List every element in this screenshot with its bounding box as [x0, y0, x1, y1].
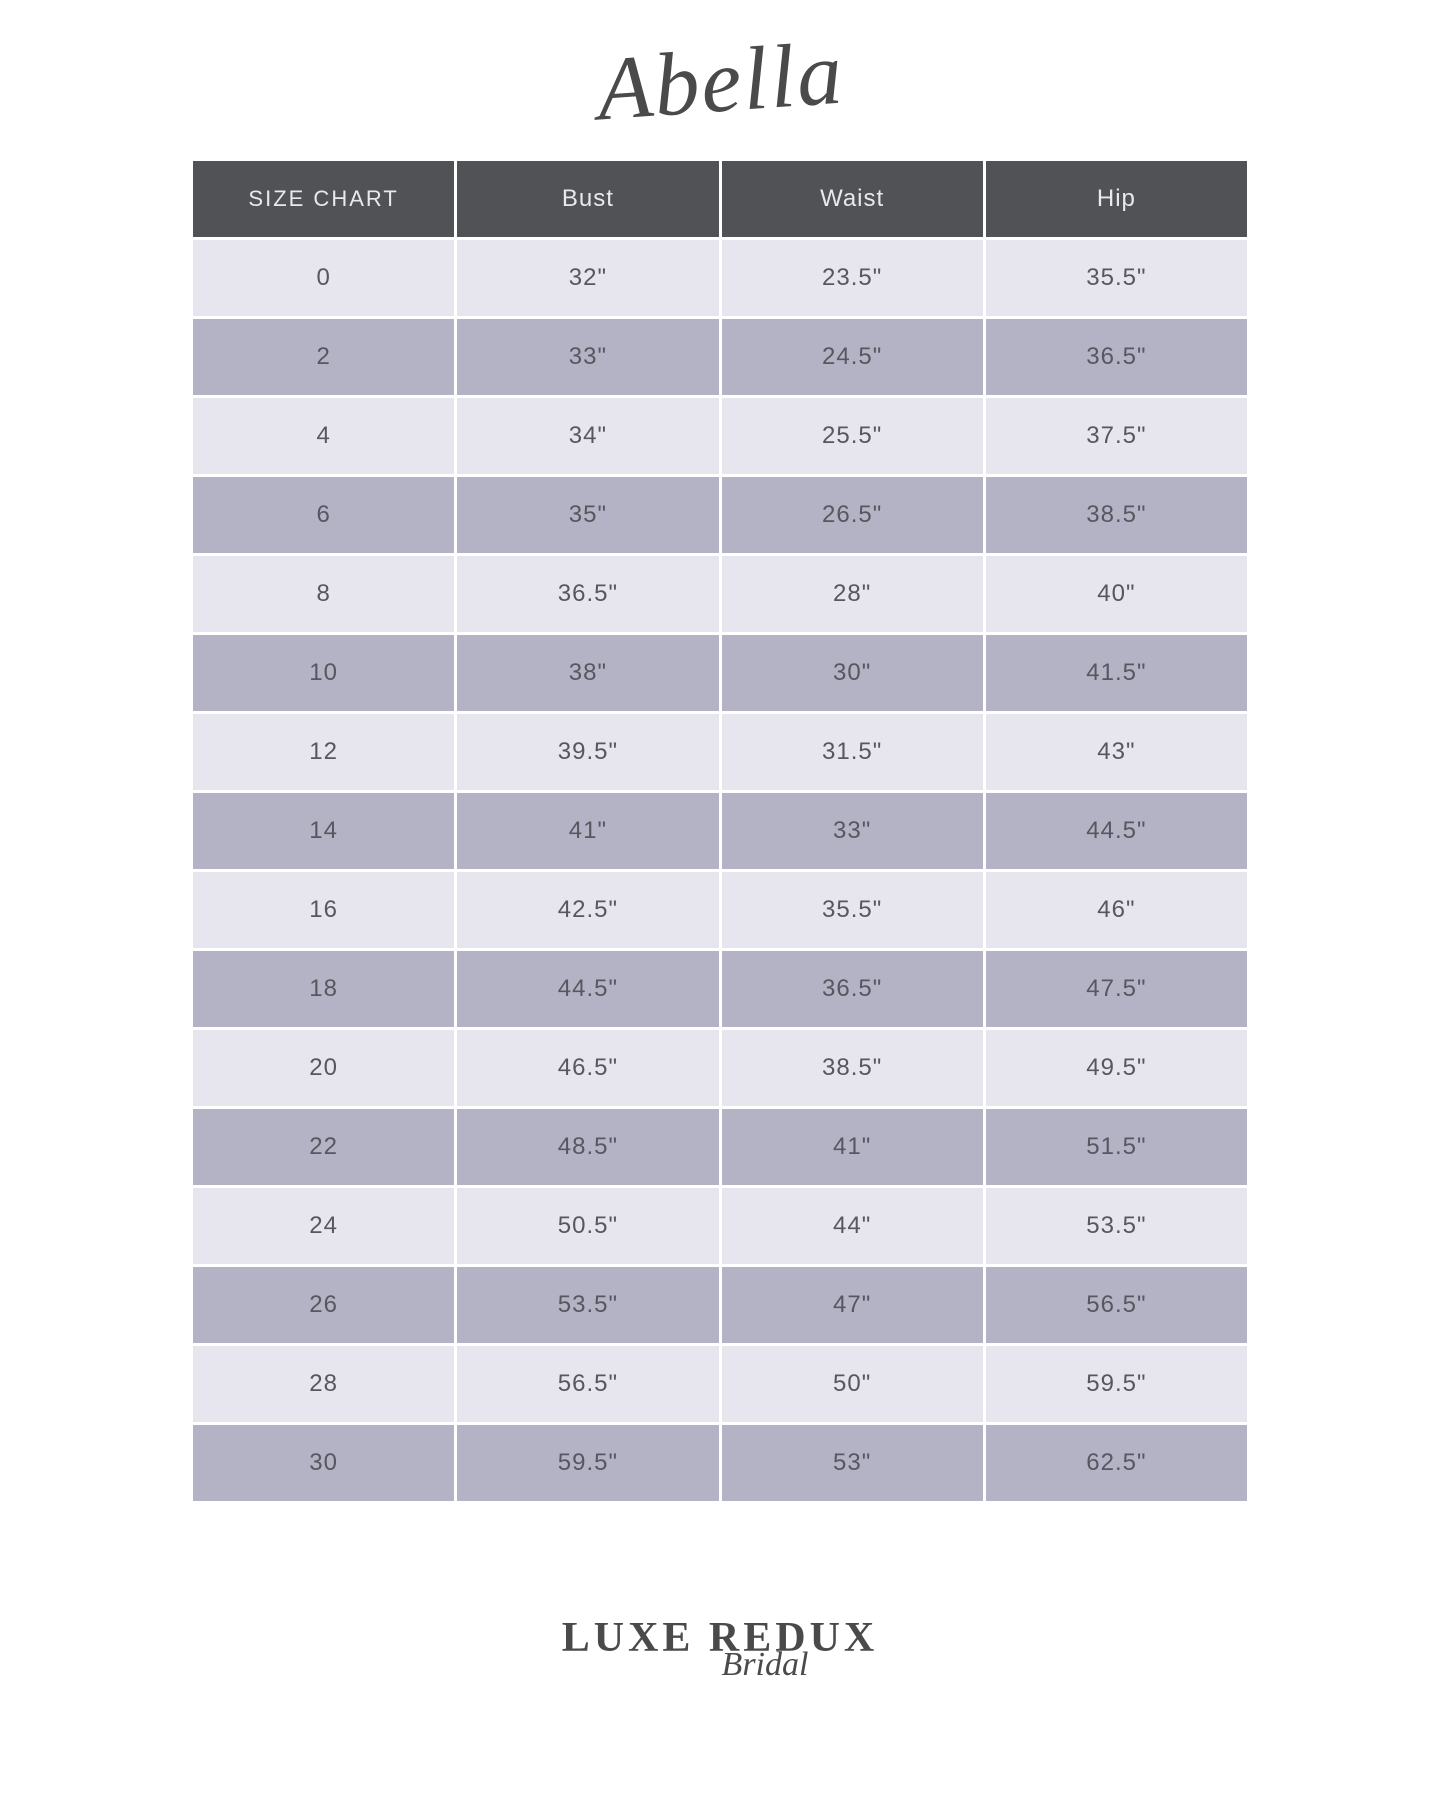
table-cell: 20 [193, 1030, 454, 1106]
table-cell: 34" [457, 398, 718, 474]
table-cell: 24.5" [722, 319, 983, 395]
table-cell: 44.5" [457, 951, 718, 1027]
table-cell: 46" [986, 872, 1247, 948]
table-row: 1038"30"41.5" [193, 635, 1247, 711]
table-cell: 33" [457, 319, 718, 395]
table-cell: 25.5" [722, 398, 983, 474]
table-cell: 41" [457, 793, 718, 869]
table-row: 1239.5"31.5"43" [193, 714, 1247, 790]
table-cell: 33" [722, 793, 983, 869]
table-cell: 35" [457, 477, 718, 553]
table-cell: 47" [722, 1267, 983, 1343]
table-cell: 36.5" [986, 319, 1247, 395]
table-cell: 30" [722, 635, 983, 711]
table-cell: 42.5" [457, 872, 718, 948]
table-cell: 23.5" [722, 240, 983, 316]
table-row: 1441"33"44.5" [193, 793, 1247, 869]
col-header-bust: Bust [457, 161, 718, 237]
table-cell: 36.5" [722, 951, 983, 1027]
table-cell: 24 [193, 1188, 454, 1264]
table-cell: 53" [722, 1425, 983, 1501]
table-cell: 22 [193, 1109, 454, 1185]
table-cell: 49.5" [986, 1030, 1247, 1106]
table-row: 1844.5"36.5"47.5" [193, 951, 1247, 1027]
table-cell: 50" [722, 1346, 983, 1422]
table-row: 2653.5"47"56.5" [193, 1267, 1247, 1343]
table-cell: 18 [193, 951, 454, 1027]
footer-logo-main: LUXE REDUX [562, 1614, 879, 1662]
table-cell: 47.5" [986, 951, 1247, 1027]
table-cell: 59.5" [986, 1346, 1247, 1422]
table-cell: 40" [986, 556, 1247, 632]
col-header-waist: Waist [722, 161, 983, 237]
size-chart-table: SIZE CHART Bust Waist Hip 032"23.5"35.5"… [190, 158, 1250, 1504]
table-cell: 56.5" [986, 1267, 1247, 1343]
table-cell: 38.5" [986, 477, 1247, 553]
table-cell: 28" [722, 556, 983, 632]
size-chart-container: SIZE CHART Bust Waist Hip 032"23.5"35.5"… [190, 158, 1250, 1504]
table-cell: 59.5" [457, 1425, 718, 1501]
table-cell: 26.5" [722, 477, 983, 553]
table-cell: 62.5" [986, 1425, 1247, 1501]
table-row: 2248.5"41"51.5" [193, 1109, 1247, 1185]
table-cell: 35.5" [722, 872, 983, 948]
table-cell: 12 [193, 714, 454, 790]
table-row: 635"26.5"38.5" [193, 477, 1247, 553]
brand-title: Abella [593, 22, 847, 142]
table-cell: 35.5" [986, 240, 1247, 316]
table-row: 1642.5"35.5"46" [193, 872, 1247, 948]
table-cell: 14 [193, 793, 454, 869]
table-cell: 4 [193, 398, 454, 474]
table-cell: 43" [986, 714, 1247, 790]
table-cell: 6 [193, 477, 454, 553]
table-cell: 38.5" [722, 1030, 983, 1106]
table-cell: 28 [193, 1346, 454, 1422]
table-row: 2450.5"44"53.5" [193, 1188, 1247, 1264]
table-cell: 44" [722, 1188, 983, 1264]
table-row: 3059.5"53"62.5" [193, 1425, 1247, 1501]
table-cell: 37.5" [986, 398, 1247, 474]
table-cell: 50.5" [457, 1188, 718, 1264]
table-cell: 16 [193, 872, 454, 948]
col-header-hip: Hip [986, 161, 1247, 237]
table-cell: 10 [193, 635, 454, 711]
table-cell: 51.5" [986, 1109, 1247, 1185]
table-cell: 53.5" [986, 1188, 1247, 1264]
table-cell: 32" [457, 240, 718, 316]
table-header-row: SIZE CHART Bust Waist Hip [193, 161, 1247, 237]
table-row: 032"23.5"35.5" [193, 240, 1247, 316]
table-row: 2856.5"50"59.5" [193, 1346, 1247, 1422]
table-cell: 46.5" [457, 1030, 718, 1106]
table-row: 836.5"28"40" [193, 556, 1247, 632]
table-cell: 2 [193, 319, 454, 395]
table-cell: 39.5" [457, 714, 718, 790]
footer-logo: LUXE REDUX Bridal [562, 1614, 879, 1684]
table-cell: 38" [457, 635, 718, 711]
table-cell: 0 [193, 240, 454, 316]
table-cell: 41" [722, 1109, 983, 1185]
col-header-size: SIZE CHART [193, 161, 454, 237]
table-cell: 26 [193, 1267, 454, 1343]
table-row: 434"25.5"37.5" [193, 398, 1247, 474]
table-cell: 44.5" [986, 793, 1247, 869]
table-cell: 8 [193, 556, 454, 632]
table-body: 032"23.5"35.5"233"24.5"36.5"434"25.5"37.… [193, 240, 1247, 1501]
table-cell: 36.5" [457, 556, 718, 632]
table-cell: 53.5" [457, 1267, 718, 1343]
table-row: 233"24.5"36.5" [193, 319, 1247, 395]
table-cell: 31.5" [722, 714, 983, 790]
table-cell: 30 [193, 1425, 454, 1501]
table-cell: 56.5" [457, 1346, 718, 1422]
table-cell: 41.5" [986, 635, 1247, 711]
table-row: 2046.5"38.5"49.5" [193, 1030, 1247, 1106]
table-cell: 48.5" [457, 1109, 718, 1185]
